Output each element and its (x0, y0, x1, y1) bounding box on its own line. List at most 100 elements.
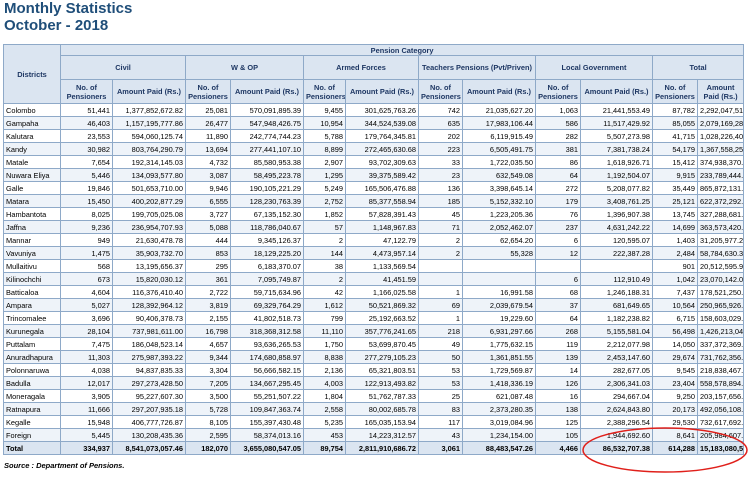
cell: 1,246,188.31 (580, 285, 653, 299)
cell: 18,129,225.20 (230, 246, 304, 260)
cell: 218 (418, 324, 463, 338)
cell: 5,445 (60, 428, 113, 442)
cell: 9,455 (303, 103, 346, 117)
cell: 297,273,428.50 (112, 376, 186, 390)
cell: 26,477 (185, 116, 231, 130)
cell: 202 (418, 129, 463, 143)
cell: 29,674 (652, 350, 698, 364)
table-row: Ratnapura 11,666 297,207,935.18 5,728 109,84… (3, 402, 745, 416)
cell: 1,426,213,043.93 (696, 324, 745, 338)
cell: 28,104 (60, 324, 113, 338)
cell: 30,982 (60, 142, 113, 156)
cell: 120,595.07 (580, 233, 653, 247)
cell: 1,361,851.55 (462, 350, 536, 364)
cell: 23,404 (652, 376, 698, 390)
cell: 1,133,569.54 (345, 259, 419, 273)
district: Matale (3, 155, 61, 169)
cell: 1,148,967.83 (345, 220, 419, 234)
district: Anuradhapura (3, 350, 61, 364)
cell: 681,649.65 (580, 298, 653, 312)
cell: 122,913,493.82 (345, 376, 419, 390)
cell: 6 (535, 272, 581, 286)
category-header: W & OP (185, 55, 304, 80)
cell: 2,722 (185, 285, 231, 299)
cell: 8,641 (652, 428, 698, 442)
cell: 15,948 (60, 415, 113, 429)
cell: 13,195,656.37 (112, 259, 186, 273)
cell: 20,512,595.98 (696, 259, 745, 273)
cell: 58,374,013.16 (230, 428, 304, 442)
cell: 594,060,125.74 (112, 129, 186, 143)
cell: 105 (535, 428, 581, 442)
cell: 2,907 (303, 155, 346, 169)
sub-header: No. of Pensioners (303, 79, 346, 104)
cell: 1,157,195,777.86 (112, 116, 186, 130)
district: Polonnaruwa (3, 363, 61, 377)
cell: 275,987,393.22 (112, 350, 186, 364)
cell: 8,105 (185, 415, 231, 429)
cell: 21,630,478.78 (112, 233, 186, 247)
cell: 85,580,953.38 (230, 155, 304, 169)
cell: 2,752 (303, 194, 346, 208)
cell: 31,205,977.21 (696, 233, 745, 247)
cell: 3,819 (185, 298, 231, 312)
cell: 41,802,518.73 (230, 311, 304, 325)
cell: 23 (418, 168, 463, 182)
cell: 3,408,761.25 (580, 194, 653, 208)
cell: 4,038 (60, 363, 113, 377)
cell: 361 (185, 272, 231, 286)
cell: 6,119,915.49 (462, 129, 536, 143)
cell: 865,872,131.13 (696, 181, 745, 195)
cell: 85,055 (652, 116, 698, 130)
cell: 16,991.58 (462, 285, 536, 299)
cell: 179,764,345.81 (345, 129, 419, 143)
sub-header: Amount Paid (Rs.) (230, 79, 304, 104)
cell: 174,680,858.97 (230, 350, 304, 364)
table-row: Moneragala 3,905 95,227,607.30 3,500 55,251,… (3, 389, 745, 403)
district: Kilinochchi (3, 272, 61, 286)
cell: 20,173 (652, 402, 698, 416)
cell: 3,727 (185, 207, 231, 221)
cell: 7,654 (60, 155, 113, 169)
cell: 1,042 (652, 272, 698, 286)
cell: 223 (418, 142, 463, 156)
cell: 21,441,553.49 (580, 103, 653, 117)
cell: 272 (535, 181, 581, 195)
cell: 10,954 (303, 116, 346, 130)
header-row: Districts Pension Category (3, 44, 745, 104)
cell: 15,820,030.12 (112, 272, 186, 286)
cell: 337,372,369.25 (696, 337, 745, 351)
cell: 45 (418, 207, 463, 221)
cell: 80,002,685.78 (345, 402, 419, 416)
sub-header: Amount Paid (Rs.) (696, 79, 745, 104)
table-row: Kilinochchi 673 15,820,030.12 361 7,095,749.… (3, 272, 745, 286)
table-row: Polonnaruwa 4,038 94,837,835.33 3,304 56,666… (3, 363, 745, 377)
table-row: Vavuniya 1,475 35,903,732.70 853 18,129,225.… (3, 246, 745, 260)
cell: 46,403 (60, 116, 113, 130)
cell: 297,207,935.18 (112, 402, 186, 416)
cell: 62,654.20 (462, 233, 536, 247)
cell: 277,279,105.23 (345, 350, 419, 364)
table-row: Puttalam 7,475 186,048,523.14 4,657 93,636,2… (3, 337, 745, 351)
cell: 277,441,107.10 (230, 142, 304, 156)
cell: 64 (535, 311, 581, 325)
cell: 119 (535, 337, 581, 351)
cell: 2,292,047,512.16 (696, 103, 745, 117)
category-header: Armed Forces (303, 55, 419, 80)
cell: 5,507,273.98 (580, 129, 653, 143)
table-row: Mannar 949 21,630,478.78 444 9,345,126.37 2 47… (3, 233, 745, 247)
cell: 853 (185, 246, 231, 260)
cell: 344,524,539.08 (345, 116, 419, 130)
district: Ratnapura (3, 402, 61, 416)
cell: 294,667.04 (580, 389, 653, 403)
cell: 57,828,391.43 (345, 207, 419, 221)
cell: 6,555 (185, 194, 231, 208)
table-row: Kandy 30,982 803,764,290.79 13,694 277,441,1… (3, 142, 745, 156)
table-row: Colombo 51,441 1,377,852,672.82 25,081 570,0… (3, 103, 745, 117)
district: Ampara (3, 298, 61, 312)
cell: 51,762,787.33 (345, 389, 419, 403)
cell: 86,532,707.38 (580, 441, 653, 455)
cell: 1,618,926.71 (580, 155, 653, 169)
cell: 58,784,630.32 (696, 246, 745, 260)
cell: 742 (418, 103, 463, 117)
